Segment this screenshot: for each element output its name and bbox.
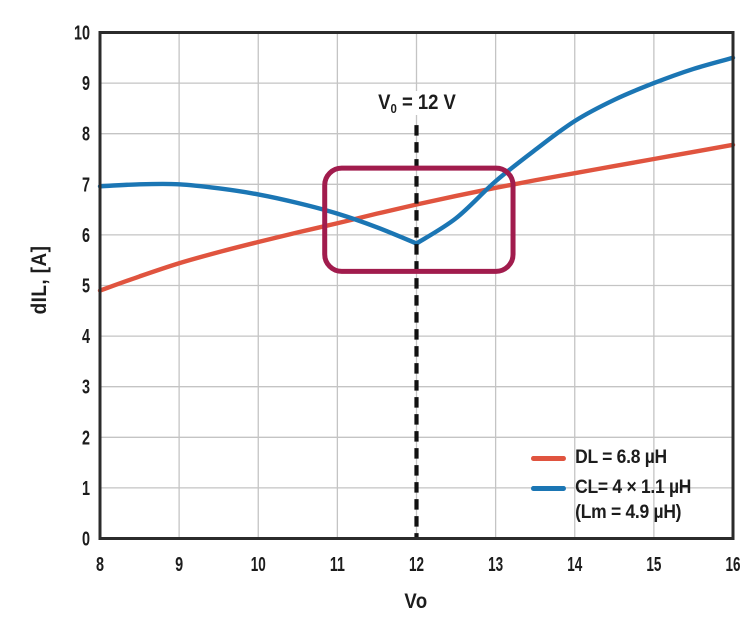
- x-tick-label: 16: [726, 554, 741, 576]
- x-tick-label: 11: [330, 554, 345, 576]
- y-tick-label: 8: [82, 124, 90, 146]
- legend-line-cl-icon: [531, 485, 566, 491]
- x-tick-label: 14: [567, 554, 583, 576]
- vline-label-subscript: 0: [390, 101, 397, 116]
- legend-item-cl-note: (Lm = 4.9 µH): [531, 502, 691, 524]
- legend-line-dl-icon: [531, 455, 566, 461]
- y-tick-label: 7: [82, 174, 90, 196]
- x-tick-label: 12: [409, 554, 424, 576]
- highlight-box: [322, 165, 516, 274]
- y-tick-label: 3: [82, 377, 90, 399]
- legend-item-dl: DL = 6.8 µH: [531, 446, 691, 470]
- x-tick-label: 9: [175, 554, 183, 576]
- vline-label-symbol: V: [378, 91, 391, 114]
- y-tick-label: 9: [82, 73, 90, 95]
- x-tick-label: 8: [96, 554, 104, 576]
- series-curve-dl: [97, 142, 736, 293]
- y-tick-label: 5: [82, 276, 90, 298]
- legend: DL = 6.8 µH CL= 4 × 1.1 µH (Lm = 4.9 µH): [531, 446, 691, 530]
- plot-frame: [98, 31, 735, 540]
- x-tick-label: 10: [251, 554, 266, 576]
- y-tick-label: 4: [82, 326, 91, 348]
- vline-label-value: = 12 V: [396, 91, 456, 114]
- x-tick-label: 15: [646, 554, 661, 576]
- y-axis-label: dIL, [A]: [28, 245, 51, 315]
- y-tick-label: 6: [82, 225, 90, 247]
- x-axis-label: Vo: [404, 590, 428, 613]
- y-tick-label: 10: [74, 23, 90, 45]
- legend-label-cl: CL= 4 × 1.1 µH: [575, 477, 692, 498]
- vline-annotation-label: V0 = 12 V: [372, 91, 462, 116]
- series-curve-cl: [414, 55, 736, 246]
- y-tick-label: 0: [82, 529, 90, 551]
- legend-label-lm: (Lm = 4.9 µH): [575, 502, 682, 523]
- x-tick-label: 13: [488, 554, 503, 576]
- y-tick-label: 1: [82, 478, 90, 500]
- legend-item-cl: CL= 4 × 1.1 µH: [531, 476, 691, 500]
- legend-label-dl: DL = 6.8 µH: [575, 447, 667, 468]
- series-curve-cl: [97, 181, 419, 246]
- y-tick-label: 2: [82, 427, 90, 449]
